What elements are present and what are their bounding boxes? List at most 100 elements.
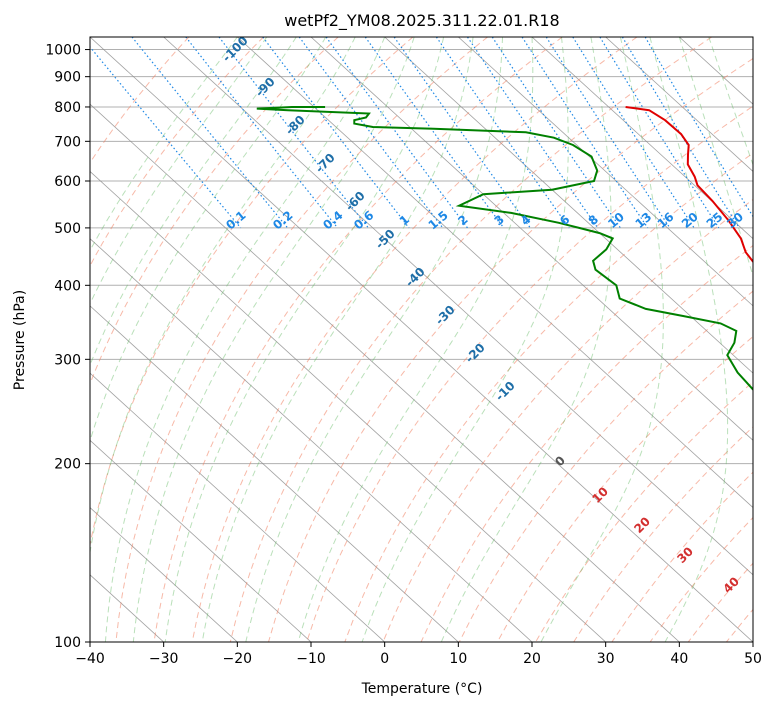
x-tick-label: 40 [670,651,688,667]
isotherm-line [90,170,606,642]
moist-adiabat-line [708,37,753,166]
isotherm-line [90,238,533,642]
x-tick-label: −40 [75,651,105,667]
moist-adiabat-label: 40 [720,574,742,596]
dry-adiabat-line [90,37,414,548]
moist-adiabat-line [90,37,356,555]
moist-adiabat-line [104,37,386,642]
dry-adiabat-label: -50 [373,227,398,252]
moist-adiabat-line [90,37,238,252]
isotherm-line [90,439,312,642]
mixing-ratio-line [491,37,621,229]
mixing-ratio-line [393,37,531,229]
moist-adiabat-line [132,37,415,642]
plot-frame [89,36,754,643]
moist-adiabat-line [440,37,612,642]
x-tick-label: 0 [380,651,389,667]
moist-adiabat-line [90,37,268,305]
y-axis-label: Pressure (hPa) [12,290,28,390]
x-tick-label: 30 [597,651,615,667]
mixing-ratio-line [185,37,339,229]
y-tick-label: 1000 [45,43,81,59]
isotherm-line [384,37,753,374]
moist-adiabat-line [245,37,503,642]
moist-adiabat-label: 20 [631,514,653,536]
mixing-ratio-line [545,37,671,229]
mixing-ratio-line [435,37,570,229]
mixing-ratio-line [466,37,599,229]
x-tick-label: 50 [744,651,762,667]
moist-adiabat-line [90,37,297,367]
moist-adiabat-line [164,37,445,642]
moist-adiabat-line [90,37,327,443]
mixing-ratio-label: 0.4 [320,208,345,232]
dry-adiabat-line [611,471,753,642]
dry-adiabat-line [153,37,563,642]
dry-adiabat-label: -70 [313,151,338,176]
dry-adiabat-line [535,381,753,642]
isotherm-line [90,372,385,642]
mixing-ratio-label: 8 [586,212,601,228]
mixing-ratio-line [131,37,289,229]
isotherm-line [163,37,753,576]
dry-adiabat-label: -30 [433,303,458,328]
mixing-ratio-line [599,37,720,229]
isotherm-line [237,37,753,509]
dry-adiabat-label: -80 [283,113,308,138]
y-tick-label: 400 [54,278,81,294]
dry-adiabat-line [726,608,753,642]
y-tick-label: 700 [54,134,81,150]
mixing-ratio-line [325,37,468,229]
axes: −40 −30 −20 −10 0 10 20 30 40 5010009008007006005… [45,43,762,667]
dry-adiabat-label: -20 [463,341,488,366]
moist-adiabat-line [540,37,664,642]
y-tick-label: 100 [54,635,81,651]
moist-adiabat-line [678,37,753,278]
dry-adiabat-line [115,37,488,642]
dry-adiabat-line [344,152,753,642]
mixing-ratio-line [572,37,695,229]
dry-adiabat-line [765,37,775,642]
mixing-ratio-line [90,46,242,229]
moist-adiabat-line [361,37,569,642]
grid-lines [90,49,753,643]
chart-title: wetPf2_YM08.2025.311.22.01.R18 [284,11,559,31]
isotherm-line [310,37,753,441]
dry-adiabat-line [268,57,753,642]
dry-adiabat-line [649,516,753,642]
dry-adiabat-label: -40 [403,265,428,290]
dry-adiabat-line [90,37,190,164]
x-tick-label: −10 [296,651,326,667]
x-tick-label: 10 [449,651,467,667]
isotherm-line [531,37,753,240]
y-tick-label: 500 [54,221,81,237]
x-axis-label: Temperature (°C) [361,681,483,697]
mixing-ratio-line [521,37,649,229]
dry-adiabat-line [687,562,753,642]
x-tick-label: −20 [223,651,253,667]
mixing-ratio-line [621,37,740,229]
mixing-ratio-label: 3 [492,212,507,228]
mixing-ratio-line [298,37,444,229]
dry-adiabat-line [496,335,753,642]
mixing-ratio-label: 1 [397,212,412,228]
dry-adiabat-line [191,37,638,642]
isotherm-line [90,507,238,642]
dry-adiabat-line [306,105,753,642]
temperature-profile-line [625,106,753,264]
moist-adiabat-label: 0 [552,453,568,469]
mixing-ratio-line [364,37,505,229]
dry-adiabat-label: -90 [253,75,278,100]
dry-adiabat-label: -10 [493,379,518,404]
y-tick-label: 200 [54,457,81,473]
isotherm-line [752,37,753,38]
x-tick-label: −30 [149,651,179,667]
mixing-ratio-label: 4 [518,212,533,228]
moist-adiabat-line [649,37,729,642]
dry-adiabat-line [90,37,264,267]
dry-adiabat-line [420,244,753,642]
moist-adiabat-line [201,37,474,642]
y-tick-label: 300 [54,352,81,368]
dry-adiabat-line [382,198,753,642]
